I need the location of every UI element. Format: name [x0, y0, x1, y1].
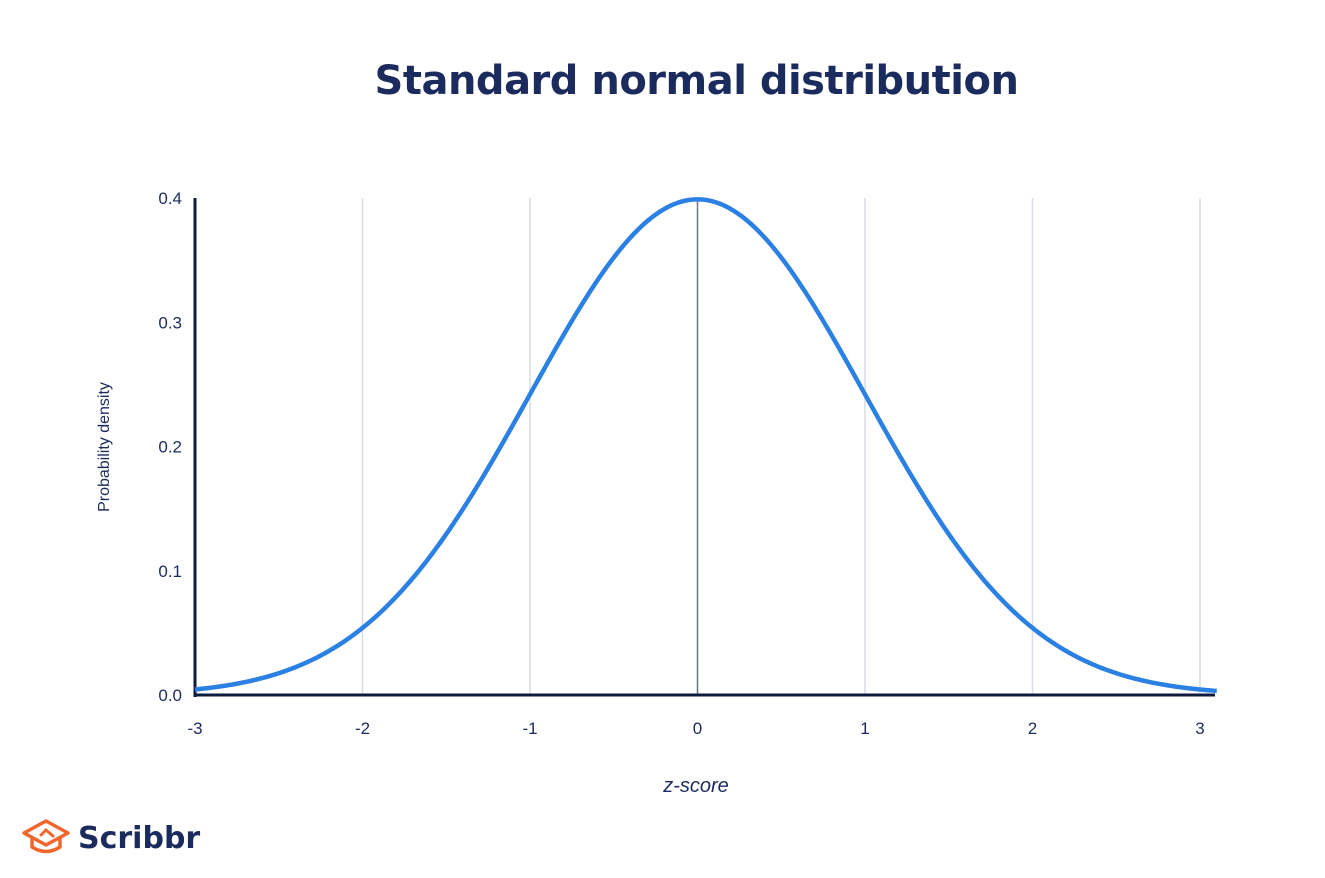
- normal-curve-line: [194, 197, 1217, 694]
- x-tick-label-2: -1: [522, 719, 537, 738]
- y-tick-label-0: 0.0: [158, 686, 182, 705]
- y-tick-label-1: 0.1: [158, 562, 182, 581]
- x-tick-labels: -3 -2 -1 0 1 2 3: [187, 719, 1204, 738]
- x-tick-label-3: 0: [693, 719, 702, 738]
- x-tick-label-4: 1: [860, 719, 869, 738]
- x-tick-label-1: -2: [355, 719, 370, 738]
- x-tick-label-6: 3: [1195, 719, 1204, 738]
- logo-text: Scribbr: [78, 821, 201, 856]
- series: [194, 197, 1217, 694]
- y-tick-label-2: 0.2: [158, 438, 182, 457]
- y-tick-label-4: 0.4: [158, 189, 182, 208]
- chart-title: Standard normal distribution: [374, 58, 1019, 104]
- graduation-cap-icon: [20, 815, 72, 862]
- x-axis-label: z-score: [663, 775, 729, 797]
- axes: [193, 198, 1215, 697]
- x-tick-label-0: -3: [187, 719, 202, 738]
- y-axis-label: Probability density: [96, 382, 113, 512]
- gridlines: [361, 198, 1201, 695]
- y-tick-label-3: 0.3: [158, 313, 182, 332]
- x-tick-label-5: 2: [1028, 719, 1037, 738]
- scribbr-logo[interactable]: Scribbr: [20, 815, 200, 862]
- y-tick-labels: 0.0 0.1 0.2 0.3 0.4: [158, 189, 182, 705]
